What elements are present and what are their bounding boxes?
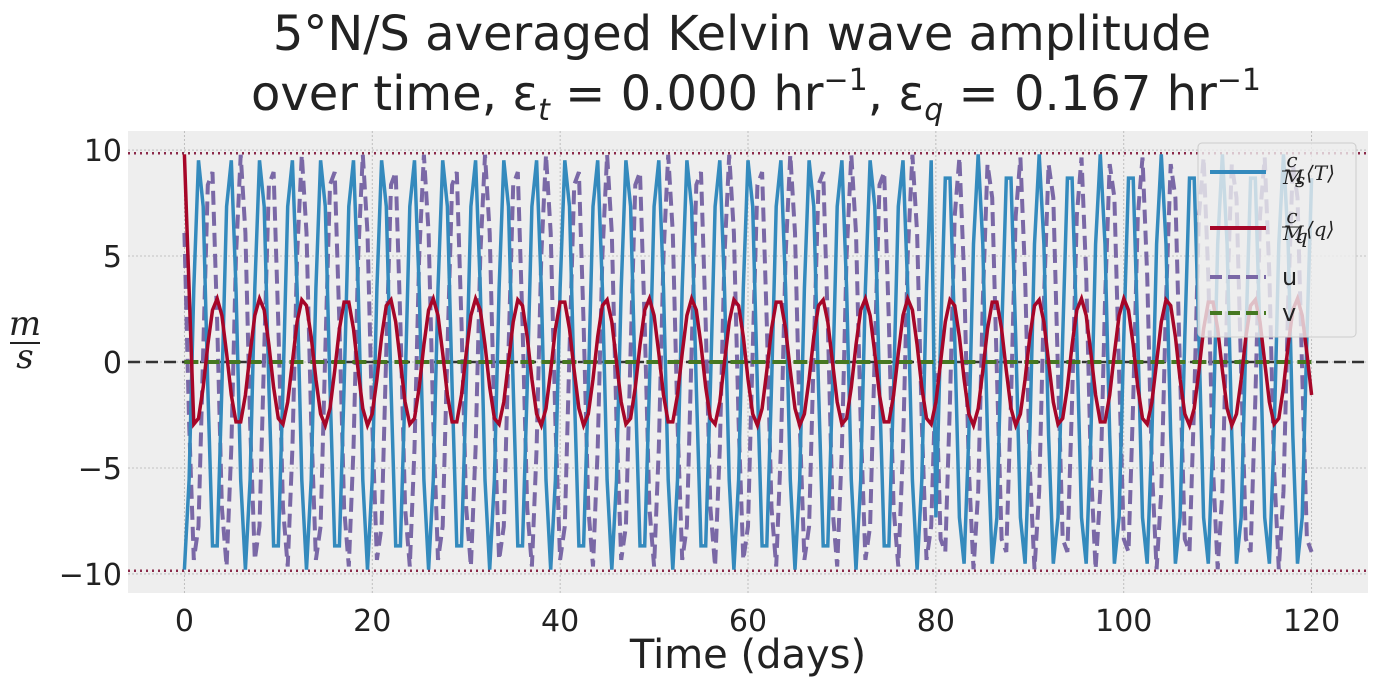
x-tick-label: 0 xyxy=(175,604,194,639)
x-tick-label: 40 xyxy=(541,604,579,639)
y-tick-label: −10 xyxy=(59,558,122,593)
x-tick-label: 120 xyxy=(1283,604,1340,639)
svg-text:s: s xyxy=(16,337,33,377)
legend-label-denominator: M xyxy=(1282,165,1304,189)
legend-label-variable: ⟨T⟩ xyxy=(1306,161,1335,185)
legend: cMs ⟨T⟩cMq⟨q⟩uv xyxy=(1197,142,1357,338)
svg-text:m: m xyxy=(9,304,41,344)
x-tick-label: 60 xyxy=(729,604,767,639)
y-ticks: −10 −5 0 5 10 xyxy=(59,134,122,593)
legend-label-numerator: c xyxy=(1286,148,1297,172)
legend-label-numerator: c xyxy=(1286,204,1297,228)
x-tick-label: 100 xyxy=(1095,604,1152,639)
y-axis-label: m s xyxy=(9,304,41,377)
legend-label: u xyxy=(1282,263,1297,291)
legend-label-denominator: M xyxy=(1282,221,1304,245)
y-tick-label: 0 xyxy=(103,346,122,381)
series-T-line xyxy=(182,154,1314,570)
y-tick-label: 5 xyxy=(103,240,122,275)
series-u-line xyxy=(182,154,1314,570)
x-axis-label: Time (days) xyxy=(629,632,866,678)
legend-label-subscript: s xyxy=(1295,168,1305,192)
series-q-line xyxy=(182,154,1314,431)
chart-title-line2: over time, εt = 0.000 hr−1, εq = 0.167 h… xyxy=(251,63,1261,128)
y-tick-label: 10 xyxy=(84,134,122,169)
legend-label: v xyxy=(1282,299,1296,327)
x-ticks: 0 20 40 60 80 100 120 xyxy=(175,604,1340,639)
legend-label-variable: ⟨q⟩ xyxy=(1306,217,1334,241)
chart-title-line1: 5°N/S averaged Kelvin wave amplitude xyxy=(273,6,1211,62)
x-tick-label: 20 xyxy=(353,604,391,639)
legend-label: cMq⟨q⟩ xyxy=(1282,204,1334,248)
y-tick-label: −5 xyxy=(78,452,122,487)
legend-label-subscript: q xyxy=(1295,224,1308,248)
legend-label: cMs ⟨T⟩ xyxy=(1282,148,1335,192)
series-layer xyxy=(182,154,1314,570)
x-tick-label: 80 xyxy=(917,604,955,639)
